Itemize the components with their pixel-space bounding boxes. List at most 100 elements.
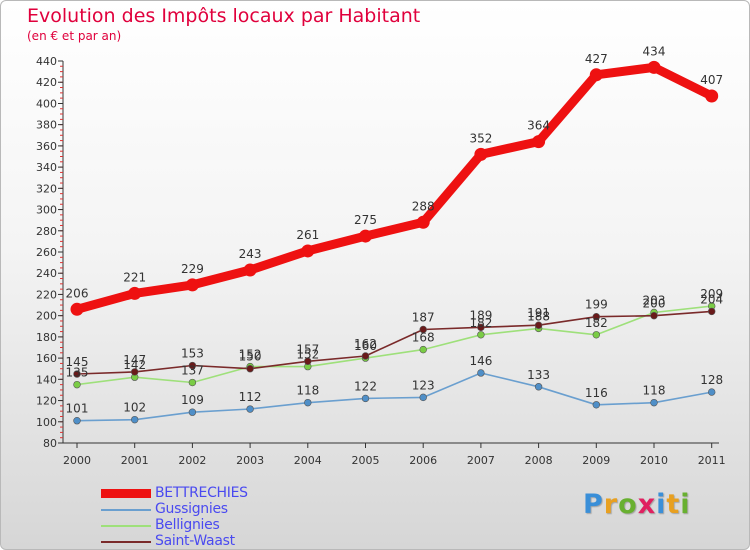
data-label-gussignies: 112 <box>239 390 262 404</box>
data-point-gussignies <box>246 405 254 413</box>
y-tick-label: 100 <box>36 416 57 429</box>
y-tick-label: 320 <box>36 182 57 195</box>
x-tick-label: 2007 <box>467 454 495 467</box>
data-point-gussignies <box>419 393 427 402</box>
data-label-gussignies: 101 <box>66 402 89 416</box>
data-point-bettrechies <box>128 286 142 300</box>
chart-subtitle: (en € et par an) <box>27 29 122 43</box>
data-point-gussignies <box>592 401 600 409</box>
data-label-bettrechies: 243 <box>239 247 262 261</box>
data-label-gussignies: 128 <box>700 373 723 387</box>
y-tick-label: 400 <box>36 97 57 110</box>
data-label-bellignies: 152 <box>296 348 319 362</box>
data-label-bellignies: 142 <box>123 358 146 372</box>
data-label-bettrechies: 407 <box>700 73 723 87</box>
data-label-saint-waast: 150 <box>239 350 262 364</box>
data-point-saint-waast <box>592 313 600 321</box>
logo-letter: i <box>680 489 691 520</box>
data-label-bellignies: 182 <box>585 316 608 330</box>
data-point-saint-waast <box>650 311 658 320</box>
proxiti-logo: Proxiti <box>583 489 691 520</box>
legend-label-bettrechies: BETTRECHIES <box>155 485 248 501</box>
data-point-saint-waast <box>246 365 254 373</box>
x-tick-label: 2009 <box>582 454 610 467</box>
x-tick-label: 2005 <box>352 454 380 467</box>
y-tick-label: 220 <box>36 288 57 301</box>
x-tick-label: 2006 <box>409 454 437 467</box>
data-label-bettrechies: 229 <box>181 262 204 276</box>
x-tick-label: 2001 <box>121 454 149 467</box>
data-point-saint-waast <box>707 307 716 316</box>
data-point-gussignies <box>304 398 312 407</box>
data-point-bellignies <box>477 331 485 339</box>
data-label-saint-waast: 200 <box>643 297 666 311</box>
legend-swatch-saint-waast <box>101 541 151 543</box>
y-tick-label: 420 <box>36 76 57 89</box>
legend-label-bellignies: Bellignies <box>155 517 220 533</box>
data-label-bellignies: 152 <box>239 348 262 362</box>
y-tick-label: 340 <box>36 161 57 174</box>
data-point-bettrechies <box>705 89 719 103</box>
data-point-saint-waast <box>304 357 312 365</box>
data-label-gussignies: 102 <box>123 401 146 415</box>
logo-letter: t <box>666 489 681 520</box>
y-tick-label: 200 <box>36 310 57 323</box>
legend-swatch-gussignies <box>101 509 151 511</box>
data-label-gussignies: 122 <box>354 379 377 393</box>
y-tick-label: 120 <box>36 395 57 408</box>
data-label-saint-waast: 162 <box>354 337 377 351</box>
data-point-saint-waast <box>131 368 139 376</box>
data-label-bellignies: 135 <box>66 366 89 380</box>
data-point-bellignies <box>188 378 197 387</box>
data-point-gussignies <box>650 398 658 407</box>
data-label-bettrechies: 434 <box>643 44 666 58</box>
logo-letter: P <box>583 489 604 520</box>
y-tick-label: 300 <box>36 204 57 217</box>
data-label-bellignies: 188 <box>527 309 550 323</box>
data-point-bellignies <box>73 380 81 389</box>
data-point-gussignies <box>73 417 81 425</box>
data-point-bellignies <box>592 331 600 339</box>
data-point-gussignies <box>188 408 197 416</box>
y-tick-label: 160 <box>36 352 57 365</box>
data-label-bettrechies: 364 <box>527 119 550 133</box>
y-tick-label: 140 <box>36 373 57 386</box>
x-tick-label: 2002 <box>178 454 206 467</box>
x-tick-label: 2003 <box>236 454 264 467</box>
data-label-bettrechies: 261 <box>296 228 319 242</box>
data-point-bettrechies <box>532 135 546 149</box>
data-label-bettrechies: 427 <box>585 52 608 66</box>
data-label-saint-waast: 153 <box>181 347 204 361</box>
data-point-bettrechies <box>416 215 430 229</box>
y-tick-label: 380 <box>36 119 57 132</box>
data-label-gussignies: 146 <box>469 354 492 368</box>
data-point-bettrechies <box>647 60 661 74</box>
data-point-bellignies <box>419 345 427 354</box>
data-label-bettrechies: 221 <box>123 270 146 284</box>
logo-letter: x <box>637 489 657 520</box>
y-tick-label: 80 <box>43 437 57 450</box>
legend-swatch-bettrechies <box>101 489 151 498</box>
legend-label-saint-waast: Saint-Waast <box>155 533 235 549</box>
data-label-gussignies: 123 <box>412 378 435 392</box>
data-point-saint-waast <box>419 325 427 334</box>
data-point-saint-waast <box>477 323 485 332</box>
data-label-gussignies: 116 <box>585 386 608 400</box>
data-label-gussignies: 133 <box>527 368 550 382</box>
series-line-saint-waast <box>76 310 713 375</box>
data-point-saint-waast <box>188 361 197 370</box>
legend-label-gussignies: Gussignies <box>155 501 228 517</box>
y-tick-label: 240 <box>36 267 57 280</box>
data-point-bettrechies <box>589 68 603 82</box>
data-point-bettrechies <box>359 229 372 243</box>
data-point-saint-waast <box>73 370 81 378</box>
data-label-saint-waast: 191 <box>527 306 550 320</box>
x-tick-label: 2004 <box>294 454 322 467</box>
chart-title: Evolution des Impôts locaux par Habitant <box>27 5 421 27</box>
data-label-bellignies: 137 <box>181 364 204 378</box>
data-point-gussignies <box>707 388 716 396</box>
logo-letter: r <box>603 489 619 520</box>
data-label-bellignies: 160 <box>354 339 377 353</box>
data-label-bettrechies: 275 <box>354 213 377 227</box>
